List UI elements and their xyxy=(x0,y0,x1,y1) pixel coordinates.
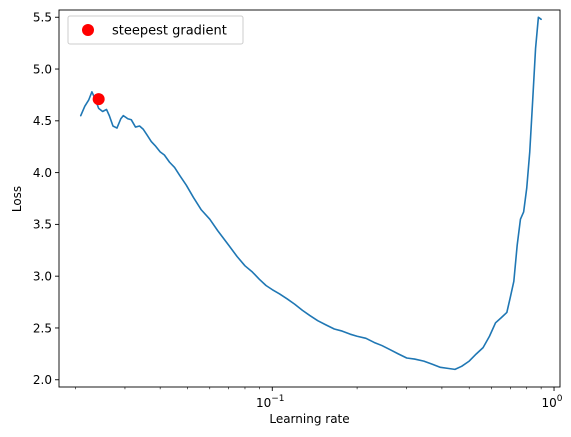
steepest-gradient-point xyxy=(92,93,105,106)
x-tick-label: 10−1 xyxy=(256,394,285,410)
legend-label: steepest gradient xyxy=(112,24,227,39)
legend: steepest gradient xyxy=(67,15,244,45)
y-tick-label: 3.0 xyxy=(33,269,52,283)
x-tick-label: 100 xyxy=(542,394,563,410)
y-axis-label: Loss xyxy=(10,186,24,212)
y-tick-label: 3.5 xyxy=(33,218,52,232)
legend-marker-icon xyxy=(82,24,94,36)
legend-box xyxy=(67,15,244,45)
axes: 2.0 2.5 3.0 3.5 4.0 4.5 5.0 5.5 10−1 100 xyxy=(33,9,563,410)
y-tick-label: 4.5 xyxy=(33,114,52,128)
axes-frame xyxy=(58,9,561,388)
loss-curve-line xyxy=(79,16,542,371)
x-axis-label: Learning rate xyxy=(269,412,349,426)
y-tick-label: 4.0 xyxy=(33,166,52,180)
y-tick-label: 5.0 xyxy=(33,62,52,76)
y-tick-label: 2.0 xyxy=(33,373,52,387)
y-tick-label: 2.5 xyxy=(33,321,52,335)
y-tick-label: 5.5 xyxy=(33,11,52,25)
